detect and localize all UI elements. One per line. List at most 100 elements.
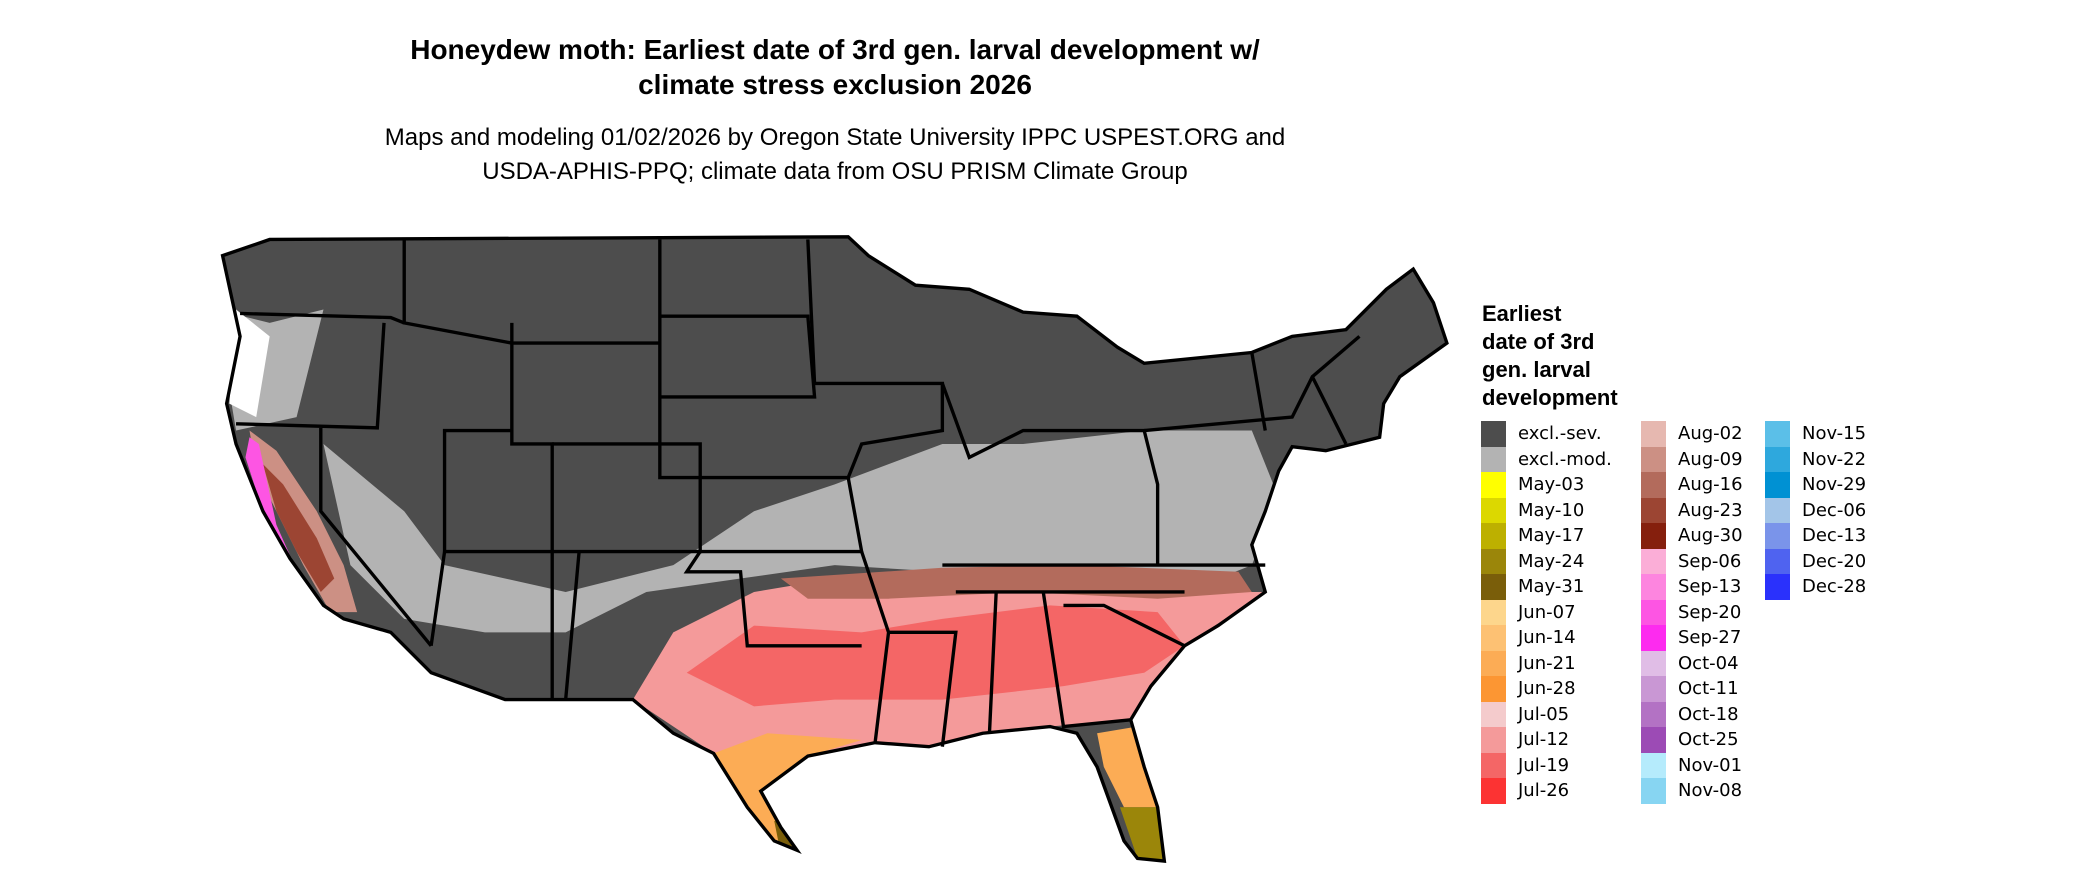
legend-swatch xyxy=(1641,701,1666,727)
legend-label: Oct-04 xyxy=(1678,652,1739,674)
tx-ok-border xyxy=(563,550,862,700)
legend-label: Nov-22 xyxy=(1802,448,1867,470)
legend-label: Nov-29 xyxy=(1802,474,1867,496)
legend-item: Jul-26 xyxy=(1481,778,1612,804)
legend-label: Sep-20 xyxy=(1678,601,1742,623)
legend-item: Dec-06 xyxy=(1765,497,1867,523)
legend-item: May-03 xyxy=(1481,472,1612,498)
legend-swatch xyxy=(1641,523,1666,549)
or-ca-border xyxy=(235,322,386,430)
legend-swatch xyxy=(1481,599,1506,625)
se-states-border xyxy=(987,591,1186,734)
legend-swatch xyxy=(1481,497,1506,523)
may-24-area-fl xyxy=(1119,807,1165,862)
legend-item: Jul-05 xyxy=(1481,701,1612,727)
legend-label: Jul-26 xyxy=(1518,780,1570,802)
legend-item: Jun-21 xyxy=(1481,650,1612,676)
legend-swatch xyxy=(1481,676,1506,702)
legend-swatch xyxy=(1641,446,1666,472)
co-border xyxy=(552,442,702,554)
legend-label: Oct-11 xyxy=(1678,678,1739,700)
legend-swatch xyxy=(1481,548,1506,574)
legend-swatch xyxy=(1641,676,1666,702)
legend-item: Dec-20 xyxy=(1765,548,1866,574)
legend-swatch xyxy=(1481,523,1506,549)
az-border xyxy=(429,549,554,700)
legend-label: May-17 xyxy=(1518,525,1585,547)
legend-label: Aug-09 xyxy=(1678,448,1743,470)
legend-label: excl.-sev. xyxy=(1518,423,1602,445)
legend-label: May-10 xyxy=(1518,499,1585,521)
legend-item: Oct-04 xyxy=(1641,650,1743,676)
sep-20-area-ca xyxy=(245,437,324,617)
legend-label: Sep-06 xyxy=(1678,550,1742,572)
legend-swatch xyxy=(1765,446,1790,472)
map-title-line-2: climate stress exclusion 2026 xyxy=(638,69,1032,100)
midwest-border xyxy=(940,382,1160,566)
legend-swatch xyxy=(1641,574,1666,600)
legend-label: Nov-01 xyxy=(1678,754,1743,776)
map-subtitle-line-1: Maps and modeling 01/02/2026 by Oregon S… xyxy=(384,124,1286,151)
legend-label: Sep-27 xyxy=(1678,627,1742,649)
legend-label: Dec-28 xyxy=(1802,576,1867,598)
legend-title-line: gen. larval xyxy=(1482,357,1591,382)
legend-swatch xyxy=(1641,650,1666,676)
legend-label: Aug-23 xyxy=(1678,499,1743,521)
state-boundaries xyxy=(220,235,1449,863)
legend-label: Nov-08 xyxy=(1678,780,1743,802)
legend-column-1: excl.-sev. excl.-mod. May-03 May-10 May-17 Ma… xyxy=(1481,421,1612,804)
legend-item: Jul-19 xyxy=(1481,752,1612,778)
legend-swatch xyxy=(1765,523,1790,549)
map-title-line-1: Honeydew moth: Earliest date of 3rd gen.… xyxy=(410,34,1260,65)
legend-item: excl.-mod. xyxy=(1481,446,1612,472)
legend-swatch xyxy=(1765,497,1790,523)
legend-item: May-17 xyxy=(1481,523,1612,549)
ar-la-border xyxy=(860,551,958,747)
legend-label: Aug-16 xyxy=(1678,474,1743,496)
legend-swatch xyxy=(1641,472,1666,498)
jun-21-area-tx xyxy=(713,733,862,848)
legend-item: excl.-sev. xyxy=(1481,421,1612,447)
legend-swatch xyxy=(1641,548,1666,574)
legend-item: Jun-14 xyxy=(1481,625,1612,651)
legend-swatch xyxy=(1641,421,1666,447)
mt-border xyxy=(402,239,660,345)
or-wa-border xyxy=(240,311,405,325)
legend-title-line: date of 3rd xyxy=(1482,329,1595,354)
legend-swatch xyxy=(1641,727,1666,753)
legend-swatch xyxy=(1481,446,1506,472)
legend-title-line: Earliest xyxy=(1482,301,1562,326)
legend-item: Sep-27 xyxy=(1641,625,1743,651)
legend-label: Oct-18 xyxy=(1678,703,1739,725)
legend-label: Jul-19 xyxy=(1518,754,1570,776)
legend-item: Nov-08 xyxy=(1641,778,1743,804)
legend-label: Dec-06 xyxy=(1802,499,1867,521)
legend-item: Sep-06 xyxy=(1641,548,1743,574)
excluded-moderate-area xyxy=(323,430,1279,633)
legend-swatch xyxy=(1481,421,1506,447)
legend-label: May-03 xyxy=(1518,474,1585,496)
id-wy-ut-border xyxy=(510,322,554,552)
legend-swatch xyxy=(1481,650,1506,676)
legend-swatch xyxy=(1641,625,1666,651)
legend-item: Aug-09 xyxy=(1641,446,1743,472)
sd-border xyxy=(659,314,817,399)
legend-label: Jun-14 xyxy=(1518,627,1576,649)
legend-label: Jun-07 xyxy=(1518,601,1576,623)
map-subtitle-line-2: USDA-APHIS-PPQ; climate data from OSU PR… xyxy=(482,158,1188,185)
legend-item: Jun-28 xyxy=(1481,676,1612,702)
legend-item: Dec-28 xyxy=(1765,574,1866,600)
legend-column-3: Nov-15 Nov-22 Nov-29 Dec-06 Dec-13 Dec-20 Dec-… xyxy=(1765,421,1866,600)
legend-label: May-31 xyxy=(1518,576,1585,598)
aug-23-area-ca xyxy=(262,464,335,592)
legend-item: Jul-12 xyxy=(1481,727,1612,753)
legend-label: Sep-13 xyxy=(1678,576,1742,598)
legend-item: Aug-23 xyxy=(1641,497,1743,523)
legend-item: May-10 xyxy=(1481,497,1612,523)
legend-swatch xyxy=(1481,472,1506,498)
legend-item: May-24 xyxy=(1481,548,1612,574)
legend-item: Sep-13 xyxy=(1641,574,1743,600)
legend-swatch xyxy=(1641,497,1666,523)
jul-19-area xyxy=(686,605,1185,707)
legend-item: Aug-02 xyxy=(1641,421,1743,447)
